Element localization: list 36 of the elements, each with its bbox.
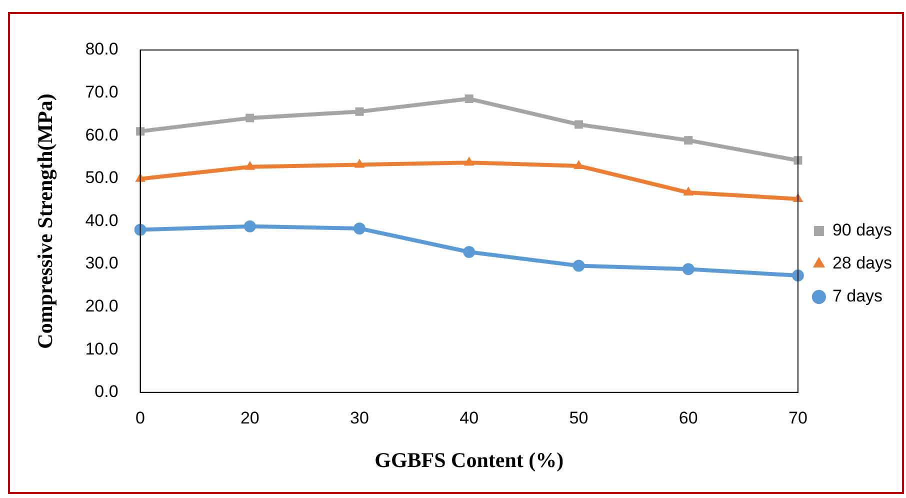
- y-tick-label: 60.0: [85, 125, 118, 144]
- legend-label: 90 days: [832, 220, 892, 240]
- point: [683, 186, 694, 196]
- x-tick-label: 50: [569, 408, 588, 428]
- point: [355, 107, 364, 116]
- point: [464, 156, 474, 166]
- point: [682, 263, 694, 276]
- point: [574, 120, 583, 129]
- point: [244, 160, 256, 170]
- point: [354, 222, 366, 234]
- x-axis-title: GGBFS Content (%): [374, 448, 564, 472]
- y-axis-title: Compressive Strength(MPa): [33, 94, 58, 349]
- point: [464, 94, 474, 104]
- y-tick-label: 30.0: [85, 254, 118, 273]
- y-tick-label: 80.0: [85, 40, 118, 59]
- point: [684, 136, 693, 145]
- x-tick-label: 60: [678, 408, 698, 428]
- x-tick-label: 0: [136, 408, 146, 428]
- point: [246, 114, 254, 122]
- y-tick-label: 70.0: [85, 82, 118, 102]
- point: [463, 246, 476, 258]
- legend-label: 7 days: [832, 286, 883, 306]
- point: [354, 158, 365, 168]
- y-tick-label: 0.0: [94, 382, 118, 402]
- y-tick-label: 10.0: [85, 339, 118, 358]
- x-tick-label: 40: [460, 408, 479, 428]
- y-tick-label: 40.0: [85, 210, 118, 230]
- y-tick-label: 20.0: [85, 296, 118, 316]
- point: [244, 220, 256, 232]
- x-tick-label: 70: [788, 408, 808, 428]
- x-tick-label: 20: [240, 408, 260, 428]
- x-tick-label: 30: [350, 408, 369, 428]
- point: [572, 260, 585, 272]
- legend-label: 28 days: [832, 254, 892, 273]
- point: [574, 160, 584, 169]
- y-tick-label: 50.0: [85, 168, 118, 188]
